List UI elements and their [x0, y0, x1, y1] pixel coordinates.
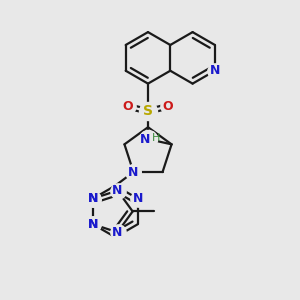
Text: N: N — [128, 166, 139, 178]
Text: N: N — [132, 192, 143, 205]
Text: O: O — [163, 100, 173, 113]
Text: N: N — [210, 64, 220, 77]
Text: N: N — [112, 226, 123, 239]
Text: N: N — [88, 218, 98, 231]
Text: N: N — [88, 218, 98, 231]
Text: S: S — [143, 104, 153, 118]
Text: N: N — [128, 166, 139, 178]
Text: N: N — [140, 133, 150, 146]
Text: H: H — [152, 133, 160, 143]
Text: O: O — [123, 100, 134, 113]
Text: N: N — [88, 192, 98, 205]
Text: N: N — [88, 192, 98, 205]
Text: N: N — [112, 184, 123, 197]
